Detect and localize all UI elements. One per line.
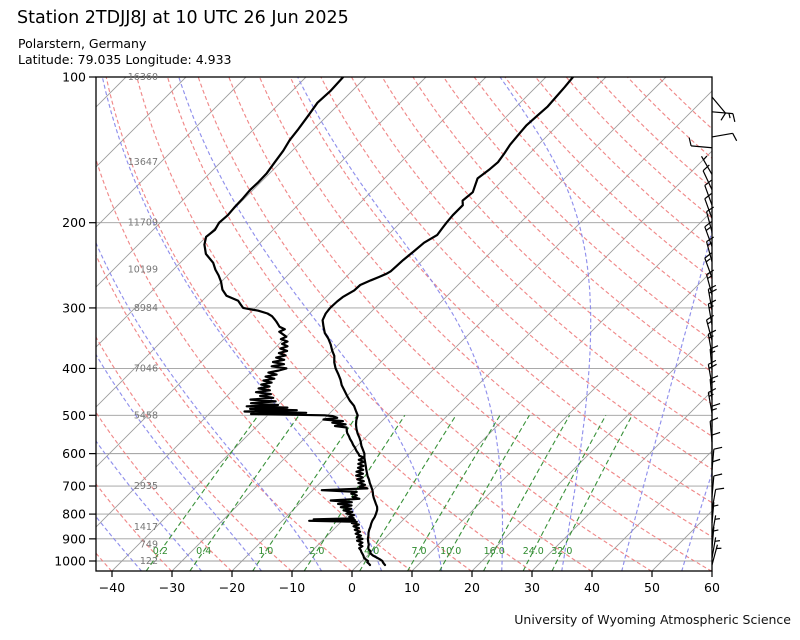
wind-barbs	[688, 96, 738, 566]
plot-frame	[95, 76, 713, 572]
svg-text:0: 0	[348, 580, 356, 595]
svg-text:600: 600	[62, 446, 86, 461]
svg-text:10: 10	[404, 580, 420, 595]
svg-text:122: 122	[140, 556, 158, 567]
svg-text:2935: 2935	[134, 481, 158, 492]
chart-title: Station 2TDJJ8J at 10 UTC 26 Jun 2025	[17, 8, 349, 28]
svg-text:11709: 11709	[128, 218, 158, 229]
svg-text:400: 400	[62, 361, 86, 376]
svg-text:1.0: 1.0	[258, 546, 273, 557]
svg-text:5458: 5458	[134, 410, 158, 421]
svg-text:50: 50	[644, 580, 660, 595]
credit-footer: University of Wyoming Atmospheric Scienc…	[514, 612, 791, 627]
svg-text:16360: 16360	[128, 72, 158, 83]
svg-text:−10: −10	[279, 580, 305, 595]
svg-text:60: 60	[704, 580, 720, 595]
sounding-temperature	[321, 77, 575, 567]
svg-text:40: 40	[584, 580, 600, 595]
svg-text:1417: 1417	[134, 522, 158, 533]
svg-text:500: 500	[62, 408, 86, 423]
svg-text:20: 20	[464, 580, 480, 595]
station-subtitle: Polarstern, Germany	[18, 36, 147, 51]
svg-text:1000: 1000	[54, 554, 86, 569]
svg-text:749: 749	[140, 540, 158, 551]
svg-text:100: 100	[62, 70, 86, 85]
svg-text:300: 300	[62, 300, 86, 315]
plot-area: 0.2 0.4 1.0 2.0 4.0 7.0 10.0 16.0 24.0 32.0	[96, 77, 712, 571]
svg-text:24.0: 24.0	[523, 546, 544, 557]
svg-text:7.0: 7.0	[411, 546, 426, 557]
svg-text:10199: 10199	[128, 265, 158, 276]
coords-subtitle: Latitude: 79.035 Longitude: 4.933	[18, 52, 232, 67]
svg-text:32.0: 32.0	[551, 546, 572, 557]
svg-text:2.0: 2.0	[309, 546, 324, 557]
svg-text:13647: 13647	[128, 157, 158, 168]
svg-text:200: 200	[62, 215, 86, 230]
svg-text:0.4: 0.4	[196, 546, 211, 557]
svg-text:30: 30	[524, 580, 540, 595]
svg-text:4.0: 4.0	[364, 546, 379, 557]
svg-text:16.0: 16.0	[484, 546, 505, 557]
svg-text:900: 900	[62, 531, 86, 546]
svg-text:700: 700	[62, 479, 86, 494]
svg-text:−30: −30	[159, 580, 185, 595]
svg-text:800: 800	[62, 507, 86, 522]
svg-text:10.0: 10.0	[440, 546, 461, 557]
svg-text:7046: 7046	[134, 363, 158, 374]
svg-text:−20: −20	[219, 580, 245, 595]
svg-text:0.2: 0.2	[153, 546, 168, 557]
svg-text:8984: 8984	[134, 303, 158, 314]
sounding-dewpoint	[203, 77, 372, 567]
svg-text:−40: −40	[99, 580, 125, 595]
